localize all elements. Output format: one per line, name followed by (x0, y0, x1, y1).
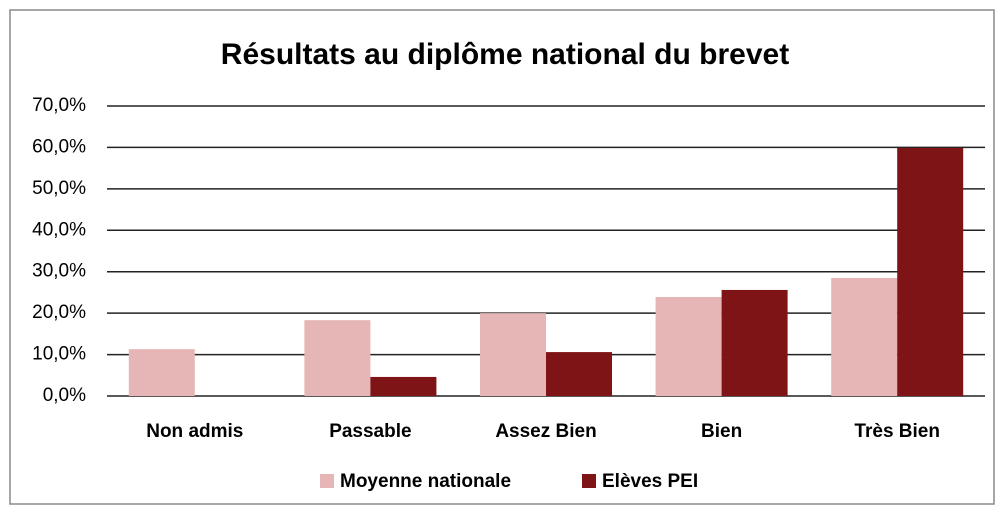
legend-swatch (582, 474, 596, 488)
y-tick-label: 30,0% (32, 261, 86, 282)
x-tick-label: Assez Bien (495, 421, 596, 442)
y-tick-label: 70,0% (32, 95, 86, 116)
chart-title: Résultats au diplôme national du brevet (221, 38, 789, 71)
bar (831, 277, 898, 396)
x-tick-label: Passable (329, 421, 411, 442)
chart-border (9, 9, 995, 505)
y-tick-label: 50,0% (32, 178, 86, 199)
x-tick-label: Non admis (146, 421, 243, 442)
bar (897, 147, 964, 396)
legend-label: Moyenne nationale (340, 471, 511, 492)
bar (128, 349, 195, 396)
legend-label: Elèves PEI (602, 471, 698, 492)
bar (370, 376, 437, 396)
y-tick-label: 60,0% (32, 136, 86, 157)
bar (480, 313, 546, 396)
legend-swatch (320, 474, 334, 488)
bar (546, 352, 612, 396)
x-tick-label: Très Bien (854, 421, 940, 442)
bar (655, 296, 722, 396)
y-tick-label: 40,0% (32, 219, 86, 240)
bar (304, 320, 371, 396)
y-tick-label: 20,0% (32, 302, 86, 323)
bar (721, 289, 788, 396)
x-tick-label: Bien (701, 421, 742, 442)
y-tick-label: 0,0% (43, 385, 86, 406)
y-tick-label: 10,0% (32, 344, 86, 365)
